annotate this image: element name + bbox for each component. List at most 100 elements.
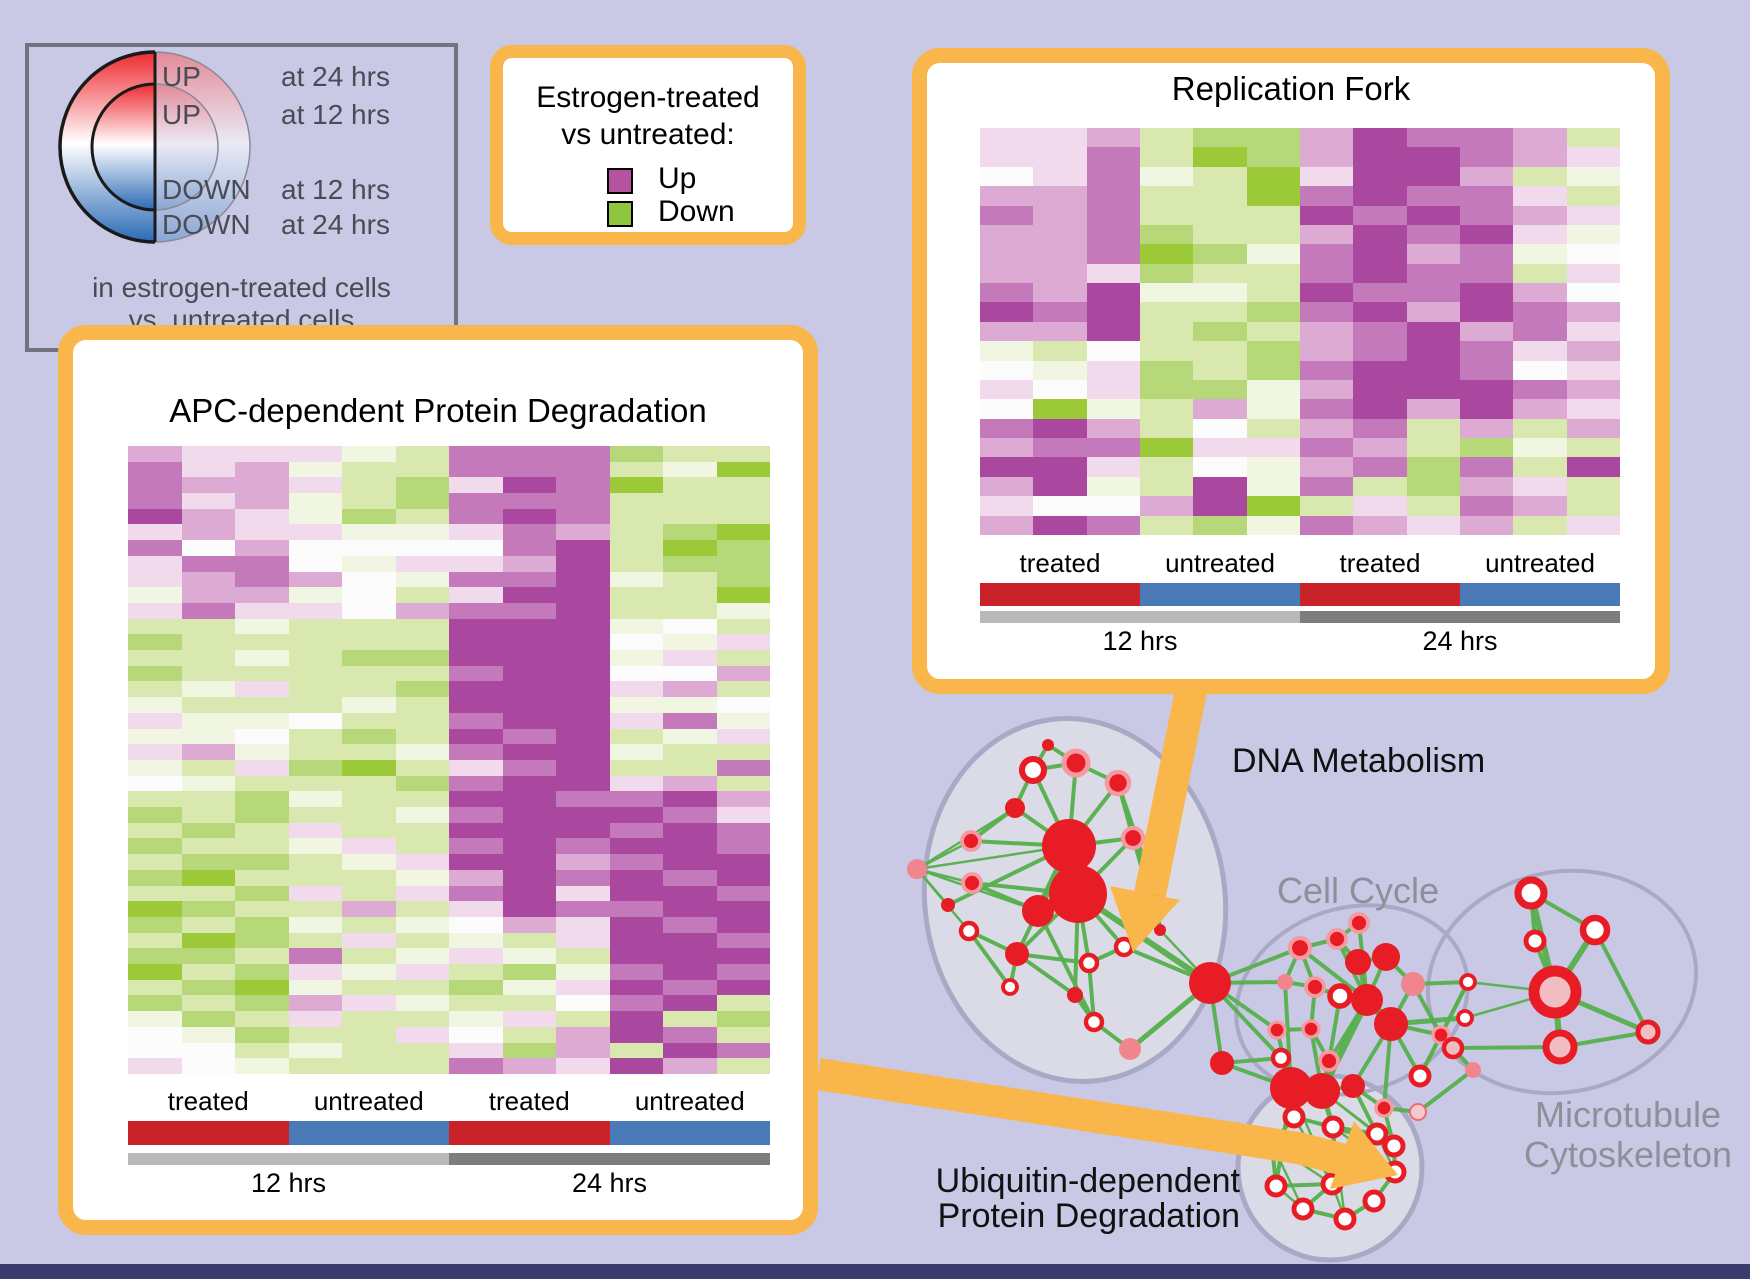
heatmap-cell [716, 744, 770, 760]
heatmap-cell [395, 493, 449, 509]
network-node [1456, 1009, 1474, 1027]
heatmap-cell [1139, 341, 1194, 361]
heatmap-cell [502, 634, 556, 651]
heatmap-cell [449, 650, 503, 666]
heatmap-cell [556, 932, 610, 949]
heatmap-cell [1033, 244, 1087, 264]
heatmap-cell [128, 932, 182, 949]
ring-legend-box: UP at 24 hrs UP at 12 hrs DOWN at 12 hrs… [25, 43, 458, 352]
heatmap-cell [181, 979, 235, 996]
heatmap-cell [235, 916, 289, 933]
heatmap-cell [609, 791, 663, 808]
heatmap-cell [1246, 515, 1300, 535]
cluster-ellipse-microtubule [1425, 868, 1699, 1096]
heatmap-cell [663, 869, 717, 886]
heatmap-cell [1299, 302, 1354, 322]
heatmap-cell [1513, 341, 1567, 361]
time-label: 12 hrs [250, 1168, 327, 1198]
panel-arrow-shaft [815, 1058, 1349, 1176]
heatmap-cell [1193, 166, 1247, 187]
heatmap-cell [395, 979, 449, 996]
heatmap-cell [1513, 360, 1567, 380]
heatmap-cell [663, 1011, 717, 1027]
heatmap-cell [128, 540, 182, 556]
heatmap-cell [609, 540, 663, 556]
heatmap-cell [288, 587, 342, 603]
heatmap-cell [1299, 341, 1354, 361]
heatmap-cell [663, 555, 717, 572]
heatmap-cell [980, 341, 1034, 361]
heatmap-cell [556, 524, 610, 541]
heatmap-cell [128, 555, 182, 572]
apc-group-labels: treated untreated treated untreated [128, 1086, 770, 1117]
heatmap-cell [609, 571, 663, 588]
heatmap-cell [342, 540, 396, 556]
heatmap-cell [395, 916, 449, 933]
heatmap-cell [395, 477, 449, 494]
heatmap-cell [128, 697, 182, 713]
heatmap-cell [288, 901, 342, 917]
heatmap-cell [663, 587, 717, 603]
heatmap-cell [1566, 379, 1620, 400]
heatmap-cell [395, 524, 449, 541]
heatmap-cell [288, 885, 342, 902]
heatmap-cell [1566, 457, 1620, 477]
heatmap-cell [395, 665, 449, 682]
heatmap-cell [1459, 128, 1514, 148]
heatmap-cell [980, 379, 1034, 400]
network-node [1351, 984, 1383, 1016]
heatmap-cell [663, 1042, 717, 1059]
heatmap-cell [663, 901, 717, 917]
group-label: treated [1339, 548, 1421, 578]
heatmap-cell [449, 665, 503, 682]
heatmap-cell [1246, 457, 1300, 477]
heatmap-cell [609, 681, 663, 698]
heatmap-cell [395, 728, 449, 745]
heatmap-cell [449, 948, 503, 965]
heatmap-cell [342, 869, 396, 886]
heatmap-cell [1513, 476, 1567, 497]
heatmap-cell [342, 602, 396, 619]
heatmap-cell [395, 869, 449, 886]
heatmap-cell [1566, 166, 1620, 187]
heatmap-cell [128, 901, 182, 917]
heatmap-cell [556, 493, 610, 509]
heatmap-cell [502, 807, 556, 823]
heatmap-cell [395, 508, 449, 525]
heatmap-cell [128, 1011, 182, 1027]
heatmap-cell [716, 791, 770, 808]
heatmap-cell [342, 650, 396, 666]
heatmap-cell [1513, 205, 1567, 225]
condition-segment-treated [980, 583, 1140, 606]
time-segment-t12 [980, 611, 1300, 623]
heatmap-cell [235, 493, 289, 509]
heatmap-cell [449, 964, 503, 980]
heatmap-cell [1566, 147, 1620, 167]
heatmap-cell [1353, 438, 1407, 458]
heatmap-cell [980, 496, 1034, 516]
heatmap-cell [181, 995, 235, 1012]
network-node [1005, 798, 1025, 818]
heatmap-cell [1193, 438, 1247, 458]
panel-arrow-head [1330, 1121, 1398, 1189]
heatmap-cell [342, 524, 396, 541]
heatmap-cell [235, 650, 289, 666]
down-color-swatch [607, 201, 633, 227]
heatmap-cell [1406, 205, 1460, 225]
heatmap-cell [449, 697, 503, 713]
heatmap-cell [128, 822, 182, 839]
heatmap-cell [502, 446, 556, 462]
heatmap-cell [395, 948, 449, 965]
network-node [1304, 1073, 1340, 1109]
rf-time-labels: 12 hrs 24 hrs [980, 626, 1620, 657]
heatmap-cell [502, 493, 556, 509]
heatmap-cell [556, 508, 610, 525]
heatmap-cell [1086, 438, 1140, 458]
heatmap-cell [449, 901, 503, 917]
heatmap-cell [1033, 476, 1087, 497]
heatmap-cell [449, 1058, 503, 1074]
heatmap-cell [716, 446, 770, 462]
heatmap-cell [395, 602, 449, 619]
heatmap-cell [502, 665, 556, 682]
network-node [1523, 929, 1547, 953]
